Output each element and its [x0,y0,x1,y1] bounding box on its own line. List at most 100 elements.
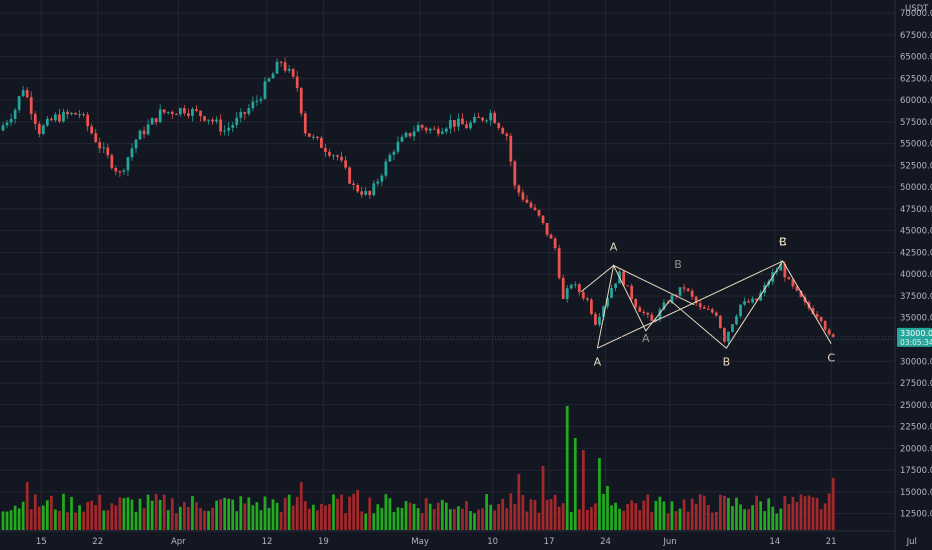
candle-body [303,113,307,134]
candle-body [356,185,360,192]
pattern-label: C [827,351,835,364]
candle-body [315,136,319,138]
candle-body [162,109,166,113]
candle-body [70,112,73,115]
candle-body [154,118,158,123]
candle-body [759,292,763,301]
volume-bar [654,500,658,530]
candle-body [17,96,21,110]
price-tick-label: 45000.00 [900,227,932,237]
volume-bars [1,406,835,530]
candle-body [332,155,335,157]
price-axis[interactable] [895,0,932,550]
candle-body [831,334,835,337]
candle-body [509,135,513,162]
volume-bar [247,497,251,530]
volume-bar [565,406,569,530]
volume-bar [211,507,214,530]
volume-bar [614,502,617,530]
volume-bar [344,513,347,530]
volume-bar [416,508,420,530]
candle-body [481,117,484,121]
price-tick-label: 42500.00 [900,248,932,258]
time-tick-label: Jun [662,537,676,547]
candle-body [706,308,710,310]
volume-bar [557,506,561,530]
volume-bar [622,510,625,530]
price-tick-label: 60000.00 [900,96,932,106]
candle-body [299,88,303,114]
price-tick-label: 57500.00 [900,118,932,128]
volume-bar [295,496,299,530]
candle-body [291,69,295,77]
candle-body [110,155,114,169]
volume-bar [630,500,634,530]
candle-body [118,171,122,173]
last-price-timer: 03:05:34 [900,338,932,347]
volume-bar [320,503,323,530]
price-tick-label: 25000.00 [900,401,932,411]
pattern-label: B [723,356,731,369]
candle-body [642,311,646,313]
volume-bar [45,500,49,530]
currency-label: USDT [905,4,929,14]
candle-body [1,125,5,131]
candle-body [90,126,94,134]
candle-body [457,118,460,127]
candle-body [134,139,138,149]
volume-bar [807,495,811,530]
time-tick-label: 21 [826,537,837,547]
price-tick-label: 67500.00 [900,31,932,41]
volume-bar [791,496,795,530]
time-tick-label: 12 [262,537,273,547]
candle-body [396,141,400,152]
candle-body [590,299,593,314]
volume-bar [489,504,493,530]
candle-body [98,142,102,149]
candle-body [106,147,110,156]
volume-bar [771,506,775,530]
volume-bar [602,493,605,530]
volume-bar [259,510,263,530]
time-tick-label: 19 [318,537,329,547]
candle-body [783,263,787,278]
candle-body [557,248,561,278]
candle-body [581,292,585,299]
price-tick-label: 52500.00 [900,161,932,171]
volume-bar [473,513,476,530]
candle-body [690,290,694,297]
candle-body [735,316,738,325]
candle-body [465,124,468,129]
volume-bar [751,505,754,530]
candle-body [5,122,9,126]
volume-bar [533,499,537,530]
candle-body [328,151,331,156]
candle-body [686,288,690,291]
volume-bar [283,497,287,530]
volume-bar [74,512,77,530]
volume-bar [134,511,138,530]
volume-bar [513,504,517,530]
candle-body [658,309,662,320]
candle-body [195,109,198,111]
candle-body [815,313,819,317]
volume-bar [485,494,488,530]
volume-bar [170,498,174,530]
candle-body [545,222,549,235]
volume-bar [54,509,57,530]
pattern-drawings[interactable] [580,260,832,349]
candle-body [223,130,227,132]
candle-body [37,123,41,134]
volume-bar [154,493,158,530]
volume-bar [743,509,746,530]
volume-bar [706,505,710,530]
candle-body [78,114,81,116]
volume-bar [831,478,835,530]
candle-body [146,124,150,135]
volume-bar [332,494,335,530]
volume-bar [424,498,428,530]
volume-bar [642,500,646,530]
volume-bar [465,501,468,530]
volume-bar [690,498,694,530]
